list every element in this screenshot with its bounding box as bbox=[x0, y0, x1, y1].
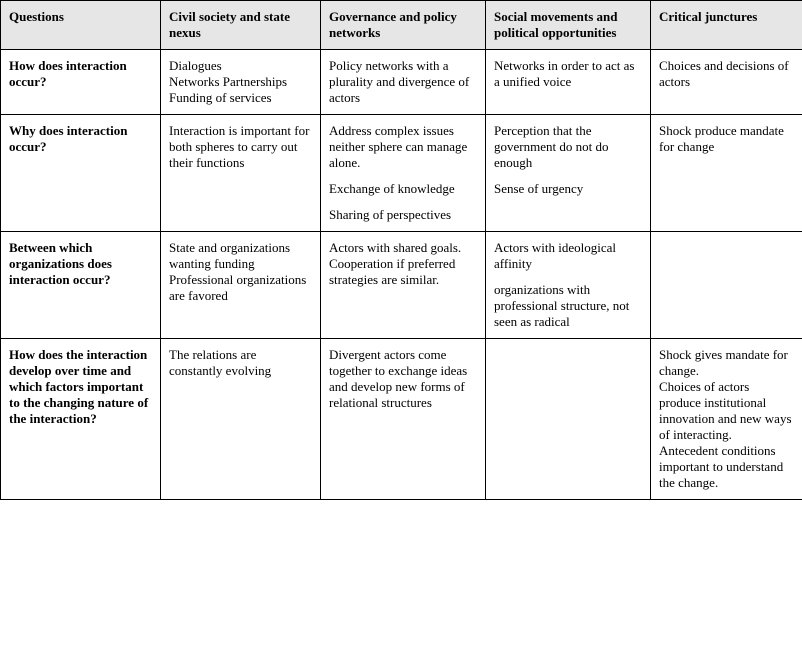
cell-text: Sharing of perspectives bbox=[329, 207, 477, 223]
answer-cell: Choices and decisions of actors bbox=[651, 50, 802, 115]
table-body: How does interaction occur?DialoguesNetw… bbox=[1, 50, 802, 500]
answer-cell: Divergent actors come together to exchan… bbox=[321, 339, 486, 500]
answer-cell: Networks in order to act as a unified vo… bbox=[486, 50, 651, 115]
framework-table: Questions Civil society and state nexus … bbox=[0, 0, 802, 500]
table-row: How does the interaction develop over ti… bbox=[1, 339, 802, 500]
cell-text: Choices and decisions of actors bbox=[659, 58, 794, 90]
cell-text: Address complex issues neither sphere ca… bbox=[329, 123, 477, 171]
cell-text: organizations with professional structur… bbox=[494, 282, 642, 330]
cell-text: Actors with ideological affinity bbox=[494, 240, 642, 272]
table-row: How does interaction occur?DialoguesNetw… bbox=[1, 50, 802, 115]
cell-text: Sense of urgency bbox=[494, 181, 642, 197]
question-cell: How does the interaction develop over ti… bbox=[1, 339, 161, 500]
answer-cell: State and organizations wanting funding … bbox=[161, 232, 321, 339]
cell-text: DialoguesNetworks PartnershipsFunding of… bbox=[169, 58, 312, 106]
col-header-governance: Governance and policy networks bbox=[321, 1, 486, 50]
question-cell: Why does interaction occur? bbox=[1, 115, 161, 232]
answer-cell: The relations are constantly evolving bbox=[161, 339, 321, 500]
cell-text: Exchange of knowledge bbox=[329, 181, 477, 197]
answer-cell bbox=[486, 339, 651, 500]
answer-cell: Shock gives mandate for change.Choices o… bbox=[651, 339, 802, 500]
answer-cell: Address complex issues neither sphere ca… bbox=[321, 115, 486, 232]
cell-text: Shock produce mandate for change bbox=[659, 123, 794, 155]
question-cell: Between which organizations does interac… bbox=[1, 232, 161, 339]
answer-cell: Perception that the government do not do… bbox=[486, 115, 651, 232]
answer-cell: DialoguesNetworks PartnershipsFunding of… bbox=[161, 50, 321, 115]
cell-text: Shock gives mandate for change.Choices o… bbox=[659, 347, 794, 491]
cell-text: Policy networks with a plurality and div… bbox=[329, 58, 477, 106]
table-row: Why does interaction occur?Interaction i… bbox=[1, 115, 802, 232]
answer-cell bbox=[651, 232, 802, 339]
col-header-questions: Questions bbox=[1, 1, 161, 50]
cell-text: The relations are constantly evolving bbox=[169, 347, 312, 379]
cell-text: Interaction is important for both sphere… bbox=[169, 123, 312, 171]
col-header-civil-society: Civil society and state nexus bbox=[161, 1, 321, 50]
question-cell: How does interaction occur? bbox=[1, 50, 161, 115]
cell-text: Actors with shared goals. Cooperation if… bbox=[329, 240, 477, 288]
col-header-social-movements: Social movements and political opportuni… bbox=[486, 1, 651, 50]
cell-text: State and organizations wanting funding … bbox=[169, 240, 312, 304]
table-row: Between which organizations does interac… bbox=[1, 232, 802, 339]
answer-cell: Policy networks with a plurality and div… bbox=[321, 50, 486, 115]
cell-text: Divergent actors come together to exchan… bbox=[329, 347, 477, 411]
table-header-row: Questions Civil society and state nexus … bbox=[1, 1, 802, 50]
cell-text: Networks in order to act as a unified vo… bbox=[494, 58, 642, 90]
answer-cell: Actors with ideological affinity organiza… bbox=[486, 232, 651, 339]
answer-cell: Shock produce mandate for change bbox=[651, 115, 802, 232]
answer-cell: Interaction is important for both sphere… bbox=[161, 115, 321, 232]
col-header-critical-junctures: Critical junctures bbox=[651, 1, 802, 50]
cell-text: Perception that the government do not do… bbox=[494, 123, 642, 171]
answer-cell: Actors with shared goals. Cooperation if… bbox=[321, 232, 486, 339]
